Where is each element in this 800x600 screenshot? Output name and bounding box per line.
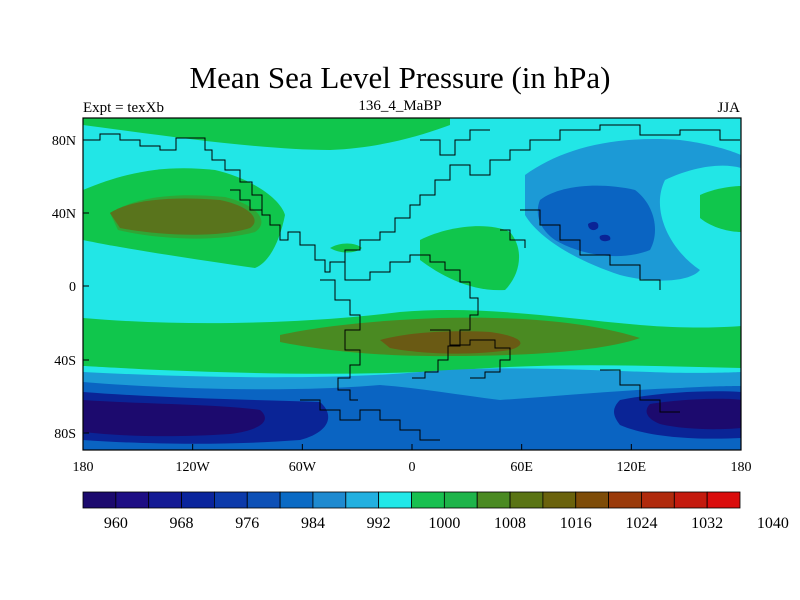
colorbar-swatch (246, 491, 281, 509)
colorbar-label: 992 (367, 515, 391, 532)
colorbar-swatch (706, 491, 741, 509)
colorbar-swatch (213, 491, 248, 509)
colorbar-label: 976 (235, 515, 259, 532)
lat-tick-label: 80N (52, 134, 76, 149)
colorbar-swatch (443, 491, 478, 509)
pressure-field (83, 118, 741, 450)
colorbar-swatch (148, 491, 182, 509)
lat-tick-label: 0 (69, 280, 76, 295)
lon-tick-label: 60E (510, 460, 533, 475)
colorbar-swatch (115, 491, 150, 509)
colorbar-swatch (673, 491, 708, 509)
lon-tick-label: 120W (176, 460, 211, 475)
green-blob-asia (420, 226, 520, 291)
subtitle-label: 136_4_MaBP (358, 98, 442, 114)
colorbar-label: 1016 (560, 515, 592, 532)
lon-tick-label: 0 (409, 460, 416, 475)
colorbar-swatch (181, 491, 215, 509)
lat-tick-label: 80S (54, 427, 76, 442)
colorbar-swatch (279, 491, 314, 509)
lat-tick-label: 40N (52, 207, 76, 222)
coastlines (85, 124, 740, 441)
colorbar-label: 984 (301, 515, 325, 532)
colorbar-swatch (542, 491, 577, 509)
colorbar-swatch (411, 491, 445, 509)
green-blob-north-pacific-dark (110, 195, 262, 239)
colorbar-label: 1040 (757, 515, 789, 532)
chart-title: Mean Sea Level Pressure (in hPa) (189, 60, 611, 95)
colorbar-swatch (608, 491, 642, 509)
lat-tick-label: 40S (54, 354, 76, 369)
colorbar-label: 1008 (494, 515, 526, 532)
lon-tick-label: 120E (617, 460, 647, 475)
season-label: JJA (717, 100, 740, 116)
colorbar-swatch (82, 491, 117, 509)
colorbar-label: 960 (104, 515, 128, 532)
colorbar-swatch (641, 491, 675, 509)
experiment-label: Expt = texXb (83, 100, 164, 116)
lon-tick-label: 180 (73, 460, 94, 475)
colorbar-swatch (312, 491, 347, 509)
blue-low-asia-mid (537, 185, 655, 257)
colorbar-label: 968 (170, 515, 194, 532)
colorbar-swatch (509, 491, 544, 509)
lon-tick-label: 180 (731, 460, 752, 475)
colorbar-label: 1024 (625, 515, 657, 532)
axis-layer: 180 120W 60W 0 60E 120E 180 80N 40N 0 40S 80S (52, 134, 752, 475)
colorbar: 960 968 976 984 992 1000 1008 1016 1024 1032 1040 (82, 491, 789, 532)
colorbar-label: 1032 (691, 515, 723, 532)
navy-core-east (646, 398, 741, 430)
colorbar-swatch (476, 491, 511, 509)
colorbar-swatch (345, 491, 380, 509)
colorbar-swatch (575, 491, 609, 509)
lon-tick-label: 60W (289, 460, 317, 475)
navy-core-west (83, 400, 265, 437)
colorbar-label: 1000 (428, 515, 460, 532)
colorbar-swatch (378, 491, 412, 509)
green-band-arctic (83, 118, 450, 150)
blue-low-asia-dark (588, 221, 611, 242)
green-blob-east (700, 186, 741, 232)
